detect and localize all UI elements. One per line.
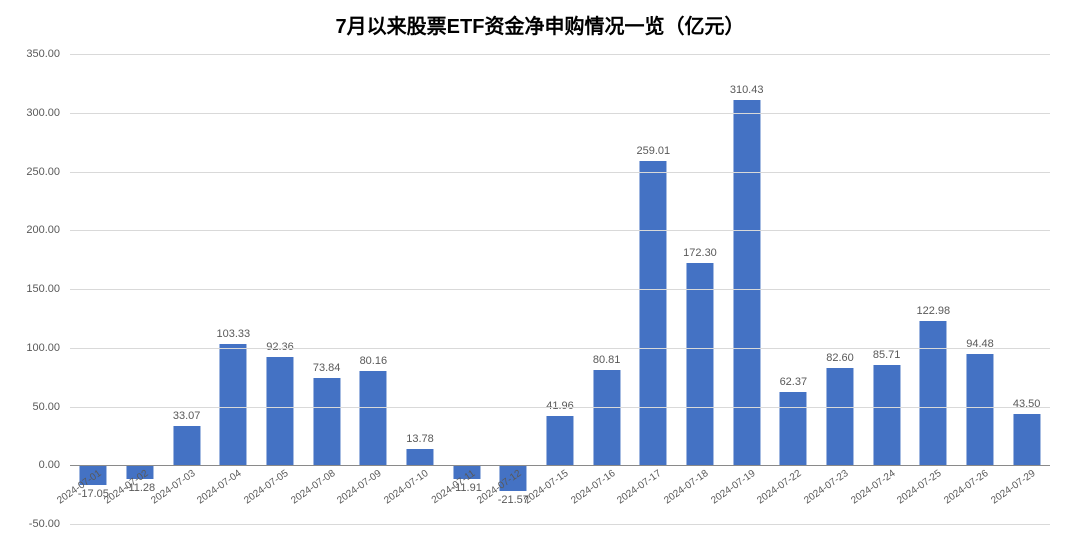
bar-value-label: 92.36 (266, 341, 294, 353)
y-tick-label: 200.00 (15, 224, 60, 236)
grid-line (70, 289, 1050, 290)
bar-value-label: 310.43 (730, 84, 764, 96)
bar-value-label: 43.50 (1013, 398, 1041, 410)
grid-line (70, 172, 1050, 173)
y-tick-label: 100.00 (15, 342, 60, 354)
bar (966, 354, 993, 465)
y-tick-label: -50.00 (15, 518, 60, 530)
grid-line (70, 230, 1050, 231)
bar-value-label: 122.98 (917, 305, 951, 317)
bar-value-label: 82.60 (826, 352, 854, 364)
bar (360, 371, 387, 465)
bar (173, 426, 200, 465)
y-tick-label: 300.00 (15, 107, 60, 119)
bar (406, 449, 433, 465)
bar-value-label: 85.71 (873, 349, 901, 361)
zero-line (70, 465, 1050, 466)
grid-line (70, 524, 1050, 525)
bar (733, 100, 760, 465)
y-axis: -50.000.0050.00100.00150.00200.00250.003… (20, 54, 65, 524)
bar (1013, 414, 1040, 465)
bar-value-label: 80.81 (593, 354, 621, 366)
y-tick-label: 50.00 (15, 401, 60, 413)
bar-value-label: 13.78 (406, 433, 434, 445)
bar (920, 321, 947, 466)
bar (546, 416, 573, 465)
bar (826, 368, 853, 465)
bar (686, 263, 713, 465)
bar (873, 365, 900, 466)
bar-value-label: 73.84 (313, 362, 341, 374)
bar (593, 370, 620, 465)
y-tick-label: 150.00 (15, 283, 60, 295)
bar (266, 357, 293, 466)
bar (640, 161, 667, 465)
chart-container: 7月以来股票ETF资金净申购情况一览（亿元） -50.000.0050.0010… (0, 0, 1080, 560)
bar-value-label: 103.33 (217, 328, 251, 340)
y-tick-label: 350.00 (15, 48, 60, 60)
plot-area: -50.000.0050.00100.00150.00200.00250.003… (70, 54, 1050, 524)
grid-line (70, 407, 1050, 408)
grid-line (70, 54, 1050, 55)
bar (313, 378, 340, 465)
y-tick-label: 250.00 (15, 166, 60, 178)
bar (220, 344, 247, 465)
chart-title: 7月以来股票ETF资金净申购情况一览（亿元） (20, 10, 1060, 39)
bar-value-label: 33.07 (173, 410, 201, 422)
grid-line (70, 348, 1050, 349)
y-tick-label: 0.00 (15, 459, 60, 471)
bar (780, 392, 807, 465)
grid-line (70, 113, 1050, 114)
bar-value-label: 80.16 (360, 355, 388, 367)
bar-value-label: 62.37 (780, 376, 808, 388)
bar-value-label: 172.30 (683, 247, 717, 259)
bar-value-label: 259.01 (637, 145, 671, 157)
